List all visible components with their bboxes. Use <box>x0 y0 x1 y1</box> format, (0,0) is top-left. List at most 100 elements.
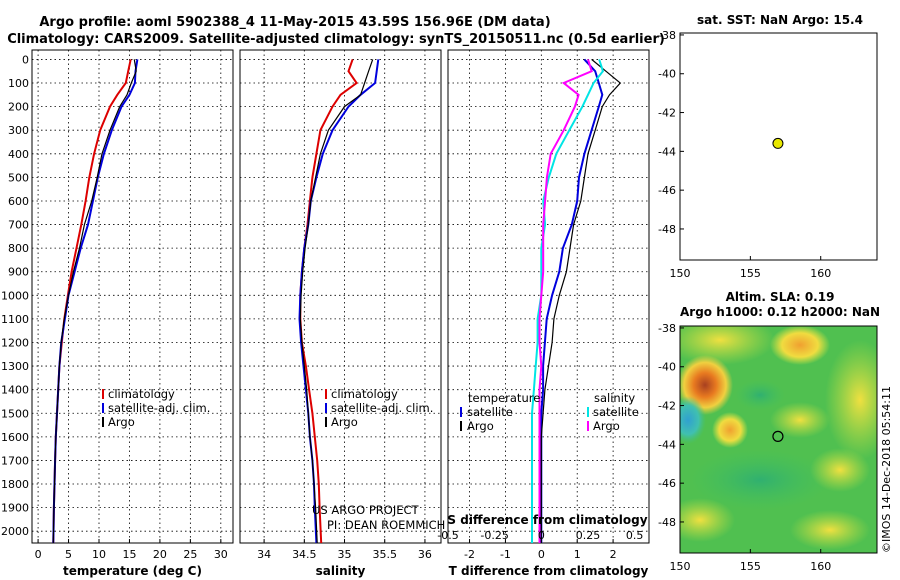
depth-tick-label: 500 <box>8 171 29 184</box>
map-x-tick-label: 155 <box>740 560 761 573</box>
map-x-tick-label: 155 <box>740 267 761 280</box>
salinity-satellite-line <box>298 59 380 544</box>
sdiff-tick-label: 0 <box>538 529 545 542</box>
salinity-climatology-line <box>299 59 358 544</box>
sdiff-satellite-line <box>531 59 605 543</box>
depth-tick-label: 2000 <box>1 525 29 538</box>
legend-label: Argo <box>331 415 358 429</box>
depth-tick-label: 1800 <box>1 478 29 491</box>
depth-tick-label: 1400 <box>1 384 29 397</box>
x-tick-label: 36 <box>418 548 432 561</box>
map-y-tick-label: -48 <box>658 223 676 236</box>
difference-xlabel: T difference from climatology <box>449 564 649 578</box>
map-x-tick-label: 150 <box>670 267 691 280</box>
legend-label: satellite-adj. clim. <box>108 401 210 415</box>
x-tick-label: -1 <box>500 548 511 561</box>
imos-watermark: ©IMOS 14-Dec-2018 05:54:11 <box>880 386 893 553</box>
depth-tick-label: 600 <box>8 195 29 208</box>
x-tick-label: 0 <box>35 548 42 561</box>
map-y-tick-label: -42 <box>658 400 676 413</box>
x-tick-label: 34.5 <box>292 548 317 561</box>
x-tick-label: 35 <box>338 548 352 561</box>
temperature-xlabel: temperature (deg C) <box>63 564 202 578</box>
map-y-tick-label: -48 <box>658 516 676 529</box>
sdiff-axis-label: S difference from climatology <box>447 513 647 527</box>
salinity-panel: 34 34.5 35 35.5 36 salinity climatologysatelli… <box>239 49 445 578</box>
depth-tick-label: 800 <box>8 242 29 255</box>
sdiff-tick-label: 0.25 <box>576 529 601 542</box>
depth-tick-label: 1100 <box>1 313 29 326</box>
depth-tick-label: 1000 <box>1 289 29 302</box>
legend-label: Argo <box>593 419 620 433</box>
temperature-satellite-line <box>52 59 139 544</box>
sst-map-title: sat. SST: NaN Argo: 15.4 <box>697 13 863 27</box>
map-x-tick-label: 160 <box>810 267 831 280</box>
depth-tick-label: 400 <box>8 148 29 161</box>
float-position-marker <box>772 137 784 149</box>
legend-label: climatology <box>331 387 398 401</box>
difference-frame <box>447 49 650 544</box>
depth-tick-label: 1600 <box>1 431 29 444</box>
depth-tick-label: 200 <box>8 101 29 114</box>
credit-pi: PI: DEAN ROEMMICH <box>327 518 445 532</box>
depth-tick-label: 1500 <box>1 407 29 420</box>
depth-tick-label: 1300 <box>1 360 29 373</box>
credit-project: US ARGO PROJECT <box>312 503 420 517</box>
sst-map-axes: 150 155 160 -38 -40 -42 -44 -46 -48 <box>658 29 831 280</box>
map-y-tick-label: -38 <box>658 29 676 42</box>
legend-label: climatology <box>108 387 175 401</box>
sst-map-frame <box>679 32 878 261</box>
depth-tick-label: 1900 <box>1 502 29 515</box>
x-tick-label: 5 <box>65 548 72 561</box>
map-y-tick-label: -44 <box>658 145 676 158</box>
map-x-tick-label: 160 <box>810 560 831 573</box>
salinity-xlabel: salinity <box>316 564 366 578</box>
sla-map-axes: 150 155 160 -38 -40 -42 -44 -46 -48 <box>658 322 831 573</box>
legend-label: satellite <box>593 405 639 419</box>
x-tick-label: 20 <box>153 548 167 561</box>
depth-tick-label: 1200 <box>1 336 29 349</box>
figure-title-line2: Climatology: CARS2009. Satellite-adjuste… <box>7 32 665 47</box>
salinity-argo-line <box>299 59 374 544</box>
map-y-tick-label: -46 <box>658 477 676 490</box>
legend-label: satellite-adj. clim. <box>331 401 433 415</box>
legend-sal-title: salinity <box>594 391 635 405</box>
map-x-tick-label: 150 <box>670 560 691 573</box>
x-tick-label: 35.5 <box>372 548 397 561</box>
sdiff-argo-line <box>538 59 593 543</box>
sst-map: sat. SST: NaN Argo: 15.4 150 155 160 -38 -40… <box>658 13 878 280</box>
depth-tick-label: 300 <box>8 124 29 137</box>
legend-label: satellite <box>467 405 513 419</box>
x-tick-label: 2 <box>610 548 617 561</box>
x-tick-label: 1 <box>574 548 581 561</box>
temperature-argo-line <box>52 59 137 544</box>
tdiff-satellite-line <box>540 58 604 543</box>
map-y-tick-label: -38 <box>658 322 676 335</box>
depth-tick-label: 900 <box>8 266 29 279</box>
depth-tick-label: 700 <box>8 219 29 232</box>
legend-temp-title: temperature <box>468 391 540 405</box>
map-y-tick-label: -42 <box>658 107 676 120</box>
legend-label: Argo <box>467 419 494 433</box>
map-y-tick-label: -40 <box>658 361 676 374</box>
sdiff-tick-label: -0.5 <box>437 529 458 542</box>
sla-heatmap <box>680 326 877 553</box>
x-tick-label: 25 <box>183 548 197 561</box>
x-tick-label: 15 <box>122 548 136 561</box>
sla-map: Altim. SLA: 0.19 Argo h1000: 0.12 h2000:… <box>658 290 893 573</box>
map-y-tick-label: -40 <box>658 68 676 81</box>
x-tick-label: 10 <box>92 548 106 561</box>
sla-map-title1: Altim. SLA: 0.19 <box>726 290 835 304</box>
legend-label: Argo <box>108 415 135 429</box>
x-tick-label: 30 <box>214 548 228 561</box>
difference-panel: -2 -1 0 1 2 T difference from climatology S di… <box>437 49 650 578</box>
float-position-marker-sla <box>772 430 784 442</box>
sdiff-tick-label: -0.25 <box>480 529 508 542</box>
x-tick-label: 0 <box>538 548 545 561</box>
temperature-climatology-line <box>52 59 132 544</box>
salinity-frame <box>239 49 442 544</box>
map-y-tick-label: -46 <box>658 184 676 197</box>
tdiff-argo-line <box>540 58 622 543</box>
depth-tick-label: 0 <box>22 53 29 66</box>
depth-tick-label: 100 <box>8 77 29 90</box>
